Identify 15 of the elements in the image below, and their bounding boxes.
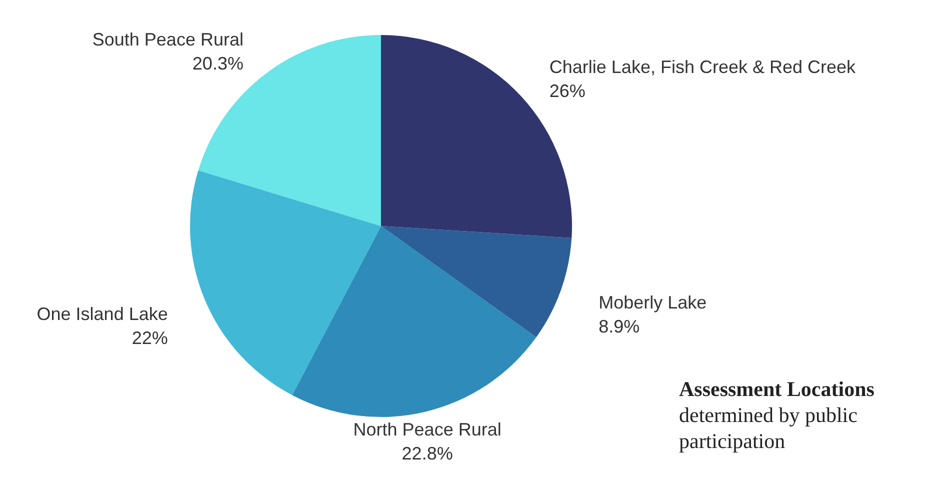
pie-slice — [292, 226, 536, 417]
data-label: 8.9% — [598, 316, 640, 337]
text: Assessment Locations — [679, 376, 876, 402]
slice-label: One Island Lake — [36, 304, 168, 324]
text: determined by public participation — [679, 403, 858, 453]
data-label: 22% — [132, 328, 168, 348]
pie-slice — [381, 226, 572, 338]
slice-label: North Peace Rural — [353, 420, 502, 440]
slice-label: Moberly Lake — [598, 292, 707, 313]
data-label: 26% — [549, 80, 586, 101]
data-label: 20.3% — [192, 53, 244, 74]
pie-slice — [190, 170, 381, 396]
data-label: 22.8% — [402, 444, 453, 464]
slice-label: South Peace Rural — [92, 29, 244, 50]
slice-label: Charlie Lake, Fish Creek & Red Creek — [549, 56, 857, 77]
